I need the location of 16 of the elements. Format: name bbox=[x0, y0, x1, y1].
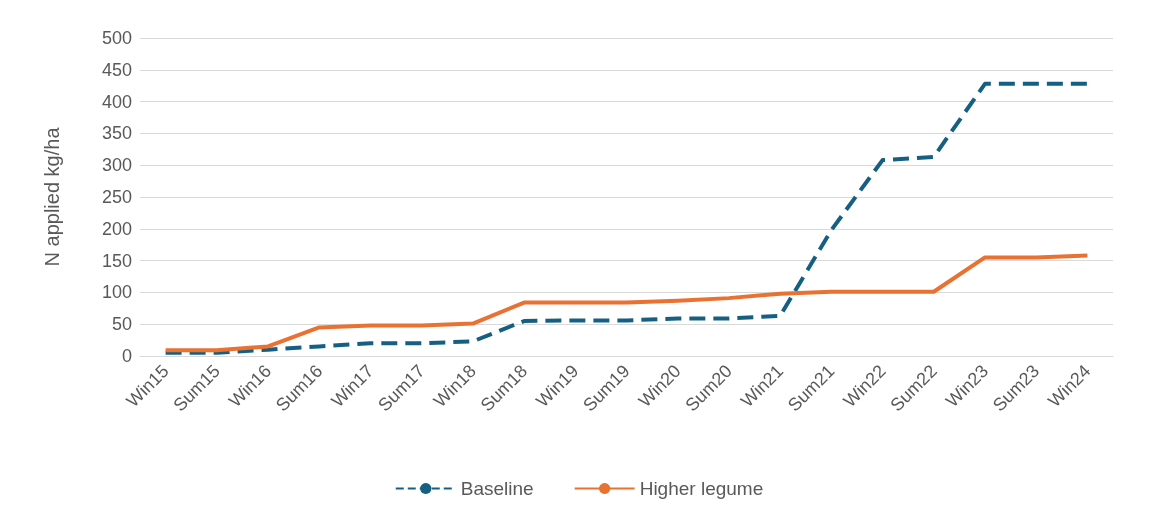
legend-label: Higher legume bbox=[639, 478, 764, 499]
y-tick-label: 50 bbox=[111, 314, 132, 335]
y-tick-label: 250 bbox=[101, 187, 132, 207]
line-series bbox=[163, 253, 1090, 353]
y-tick-label: 0 bbox=[121, 346, 132, 366]
y-tick-label: 300 bbox=[101, 155, 132, 176]
y-axis-title: N applied kg/ha bbox=[41, 126, 63, 267]
y-tick-label: 100 bbox=[101, 282, 132, 303]
y-tick-label: 200 bbox=[101, 218, 132, 239]
y-tick-label: 500 bbox=[101, 28, 132, 48]
y-tick-label: 350 bbox=[101, 123, 132, 144]
y-tick-label: 450 bbox=[101, 59, 132, 80]
y-tick-label: 400 bbox=[101, 91, 132, 112]
y-tick-label: 150 bbox=[101, 250, 132, 271]
legend-label: Baseline bbox=[460, 478, 534, 499]
line-series bbox=[163, 81, 1090, 355]
